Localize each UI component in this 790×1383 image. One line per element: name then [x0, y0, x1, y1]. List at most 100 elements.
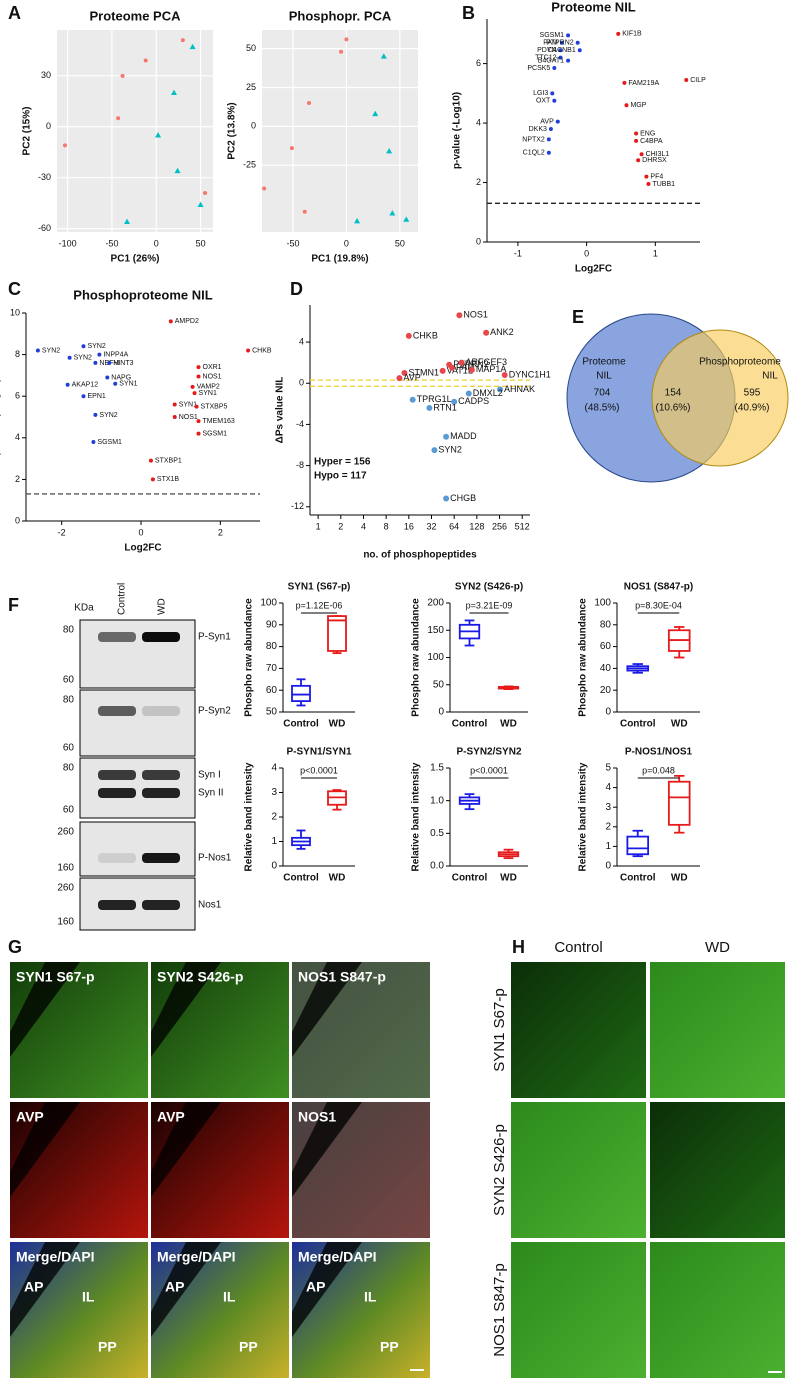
- point: [81, 394, 86, 399]
- point-label: KIF1B: [622, 31, 642, 38]
- point: [552, 66, 557, 71]
- x-tick-label: -50: [286, 238, 299, 248]
- region-label: IL: [223, 1289, 236, 1305]
- y-tick-label: 4: [605, 782, 611, 793]
- point: [646, 182, 651, 187]
- region-count: 154: [665, 388, 682, 399]
- point: [143, 58, 148, 63]
- y-tick-label: 0: [605, 861, 611, 872]
- point: [81, 344, 86, 349]
- point: [302, 209, 307, 214]
- tissue-cleft: [10, 1102, 80, 1197]
- micrograph-title: AVP: [157, 1109, 185, 1125]
- micrograph-title: SYN1 S67-p: [16, 969, 95, 985]
- chart-title: Proteome PCA: [89, 8, 181, 23]
- point-label: LGI3: [533, 90, 548, 97]
- y-axis-label: PC2 (15%): [22, 107, 33, 156]
- y-tick-label: 2: [476, 177, 481, 187]
- p-value: p=8.30E-04: [635, 600, 682, 610]
- y-tick-label: 100: [594, 598, 611, 609]
- point: [65, 382, 70, 387]
- point-label: DKK3: [529, 126, 547, 133]
- set-name: NIL: [762, 371, 778, 382]
- set-name: Phosphoproteome: [699, 357, 781, 368]
- point-label: OXR1: [203, 364, 222, 371]
- p-value: p<0.0001: [300, 765, 338, 775]
- y-tick-label: 0.0: [430, 861, 444, 872]
- p-value: p=3.21E-09: [466, 600, 513, 610]
- point-label: DYNC1H1: [509, 369, 551, 379]
- x-tick-label: Control: [452, 873, 488, 884]
- blot-band: [142, 706, 180, 716]
- x-tick-label: WD: [329, 873, 346, 884]
- x-tick-label: WD: [500, 873, 517, 884]
- y-axis-label: ΔPs value NIL: [275, 377, 286, 444]
- point: [389, 210, 396, 216]
- micrograph: [292, 1102, 430, 1238]
- region-share: (48.5%): [584, 403, 619, 414]
- chart-title: SYN2 (S426-p): [455, 582, 523, 593]
- chart-title: NOS1 (S847-p): [624, 582, 693, 593]
- y-tick-label: 2: [271, 812, 277, 823]
- x-tick-label: 32: [426, 521, 436, 531]
- point-label: AKAP12: [72, 382, 99, 389]
- y-tick-label: 50: [246, 43, 256, 53]
- y-tick-label: -4: [296, 419, 304, 429]
- panel-letter: E: [572, 307, 584, 327]
- marker-label: 60: [63, 743, 75, 754]
- point-label: MGP: [630, 102, 646, 109]
- blot-band: [98, 853, 136, 863]
- region-share: (10.6%): [655, 403, 690, 414]
- region-label: AP: [306, 1279, 325, 1295]
- point: [456, 312, 463, 319]
- point-label: STX1B: [157, 476, 180, 483]
- point-label: PTPRN2: [453, 359, 489, 369]
- point: [380, 53, 387, 59]
- y-tick-label: 80: [266, 641, 278, 652]
- point-label: PAM: [456, 362, 475, 372]
- y-tick-label: 0: [299, 378, 304, 388]
- chart-title: Proteome NIL: [551, 0, 636, 14]
- y-tick-label: 40: [600, 663, 612, 674]
- region-count: 704: [594, 388, 611, 399]
- x-tick-label: 2: [218, 527, 223, 537]
- point: [555, 119, 560, 124]
- point-label: CADPS: [458, 396, 489, 406]
- point: [566, 33, 571, 38]
- point-label: STMN1: [408, 367, 439, 377]
- point: [172, 402, 177, 407]
- y-tick-label: -25: [243, 160, 256, 170]
- x-tick-label: 1: [653, 248, 658, 258]
- y-tick-label: 6: [476, 58, 481, 68]
- point-label: INPP4A: [103, 351, 128, 358]
- point-label: SGSM1: [540, 32, 565, 39]
- point-label: STXBP1: [155, 458, 182, 465]
- micrograph: [292, 1242, 430, 1378]
- point-label: CHI3L1: [646, 151, 670, 158]
- y-tick-label: 10: [10, 307, 20, 317]
- micrograph: [511, 1102, 646, 1238]
- y-tick-label: 0: [605, 707, 611, 718]
- point: [575, 40, 580, 45]
- micrograph: [10, 1102, 148, 1238]
- y-tick-label: 1.5: [430, 763, 444, 774]
- column-header: WD: [705, 939, 730, 956]
- x-tick-label: Control: [283, 719, 319, 730]
- region-count: 595: [744, 388, 761, 399]
- point: [552, 98, 557, 103]
- point: [439, 367, 446, 374]
- point: [194, 404, 199, 409]
- row-header: NOS1 S847-p: [491, 1263, 508, 1356]
- point: [546, 137, 551, 142]
- marker-label: 160: [57, 917, 74, 928]
- panel-letter: G: [8, 937, 22, 957]
- micrograph-title: Merge/DAPI: [298, 1249, 377, 1265]
- region-label: IL: [82, 1289, 95, 1305]
- point: [180, 38, 185, 43]
- x-axis-label: no. of phosphopeptides: [363, 550, 477, 561]
- point: [124, 218, 131, 225]
- row-header: SYN2 S426-p: [491, 1124, 508, 1216]
- chart-title: P-SYN1/SYN1: [286, 747, 351, 758]
- y-tick-label: 4: [476, 117, 481, 127]
